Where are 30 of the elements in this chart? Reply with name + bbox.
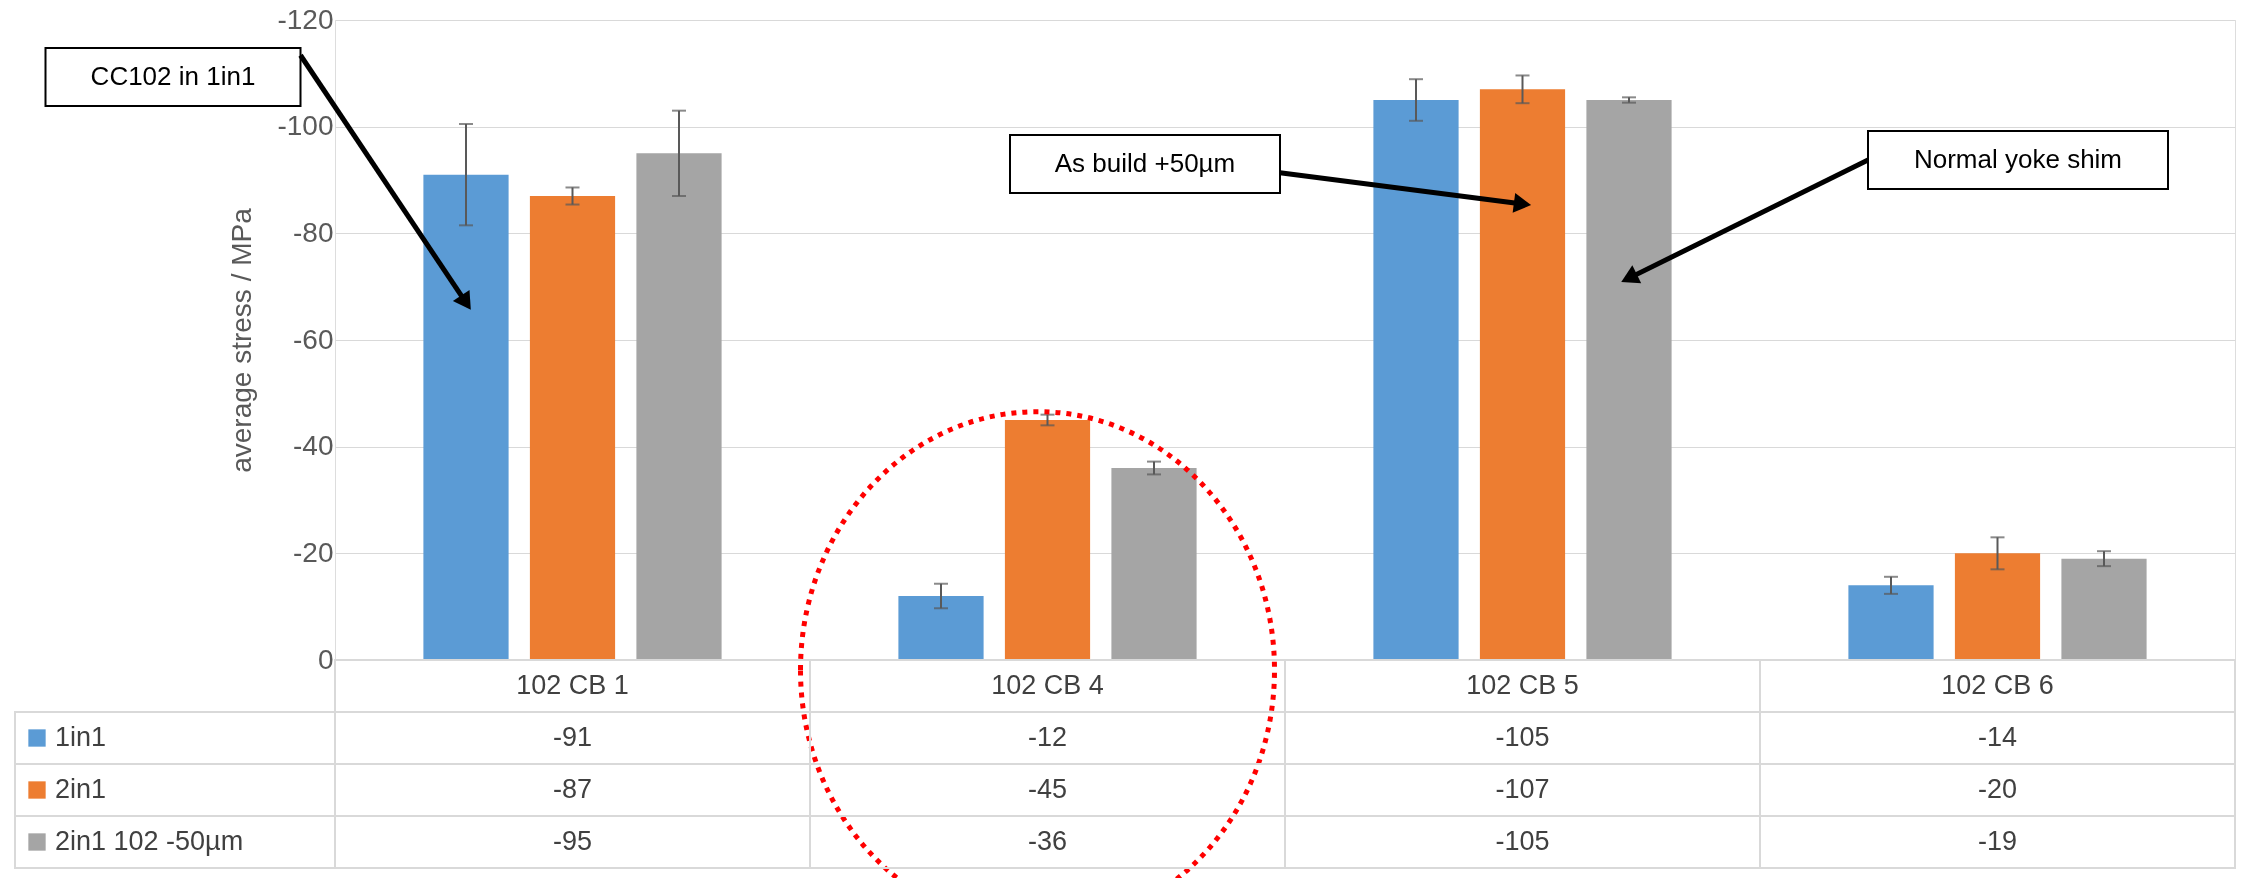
- data-label: -95: [552, 826, 593, 856]
- y-axis-title: average stress / MPa: [226, 207, 258, 473]
- y-tick-label: -120: [277, 3, 334, 35]
- data-label: -14: [1977, 722, 2018, 752]
- annotation: As build +50µm: [1054, 148, 1236, 178]
- data-label: -36: [1027, 826, 1068, 856]
- legend-label: 1in1: [55, 722, 107, 752]
- data-label: -105: [1495, 826, 1550, 856]
- data-label: -20: [1977, 774, 2018, 804]
- data-label: -91: [552, 722, 593, 752]
- data-label: -107: [1495, 774, 1550, 804]
- text: CC102 in 1in1: [90, 61, 256, 91]
- data-label: -12: [1027, 722, 1068, 752]
- y-tick-label: -20: [293, 536, 334, 568]
- data-label: -19: [1977, 826, 2018, 856]
- x-tick-label: 102 CB 4: [991, 670, 1104, 700]
- x-tick-label: 102 CB 6: [1941, 670, 2054, 700]
- x-tick-label: 102 CB 5: [1466, 670, 1579, 700]
- data-label: -87: [552, 774, 593, 804]
- data-label: -105: [1495, 722, 1550, 752]
- legend-label: 2in1: [55, 774, 107, 804]
- y-tick-label: -40: [293, 430, 334, 462]
- y-tick-label: -100: [277, 110, 334, 142]
- legend-label: 2in1 102 -50µm: [55, 826, 244, 856]
- y-tick-label: -80: [293, 216, 334, 248]
- annotation: Normal yoke shim: [1913, 144, 2123, 174]
- y-tick-label: -60: [293, 323, 334, 355]
- data-label: -45: [1027, 774, 1068, 804]
- x-tick-label: 102 CB 1: [516, 670, 629, 700]
- y-tick-label: 0: [317, 643, 334, 675]
